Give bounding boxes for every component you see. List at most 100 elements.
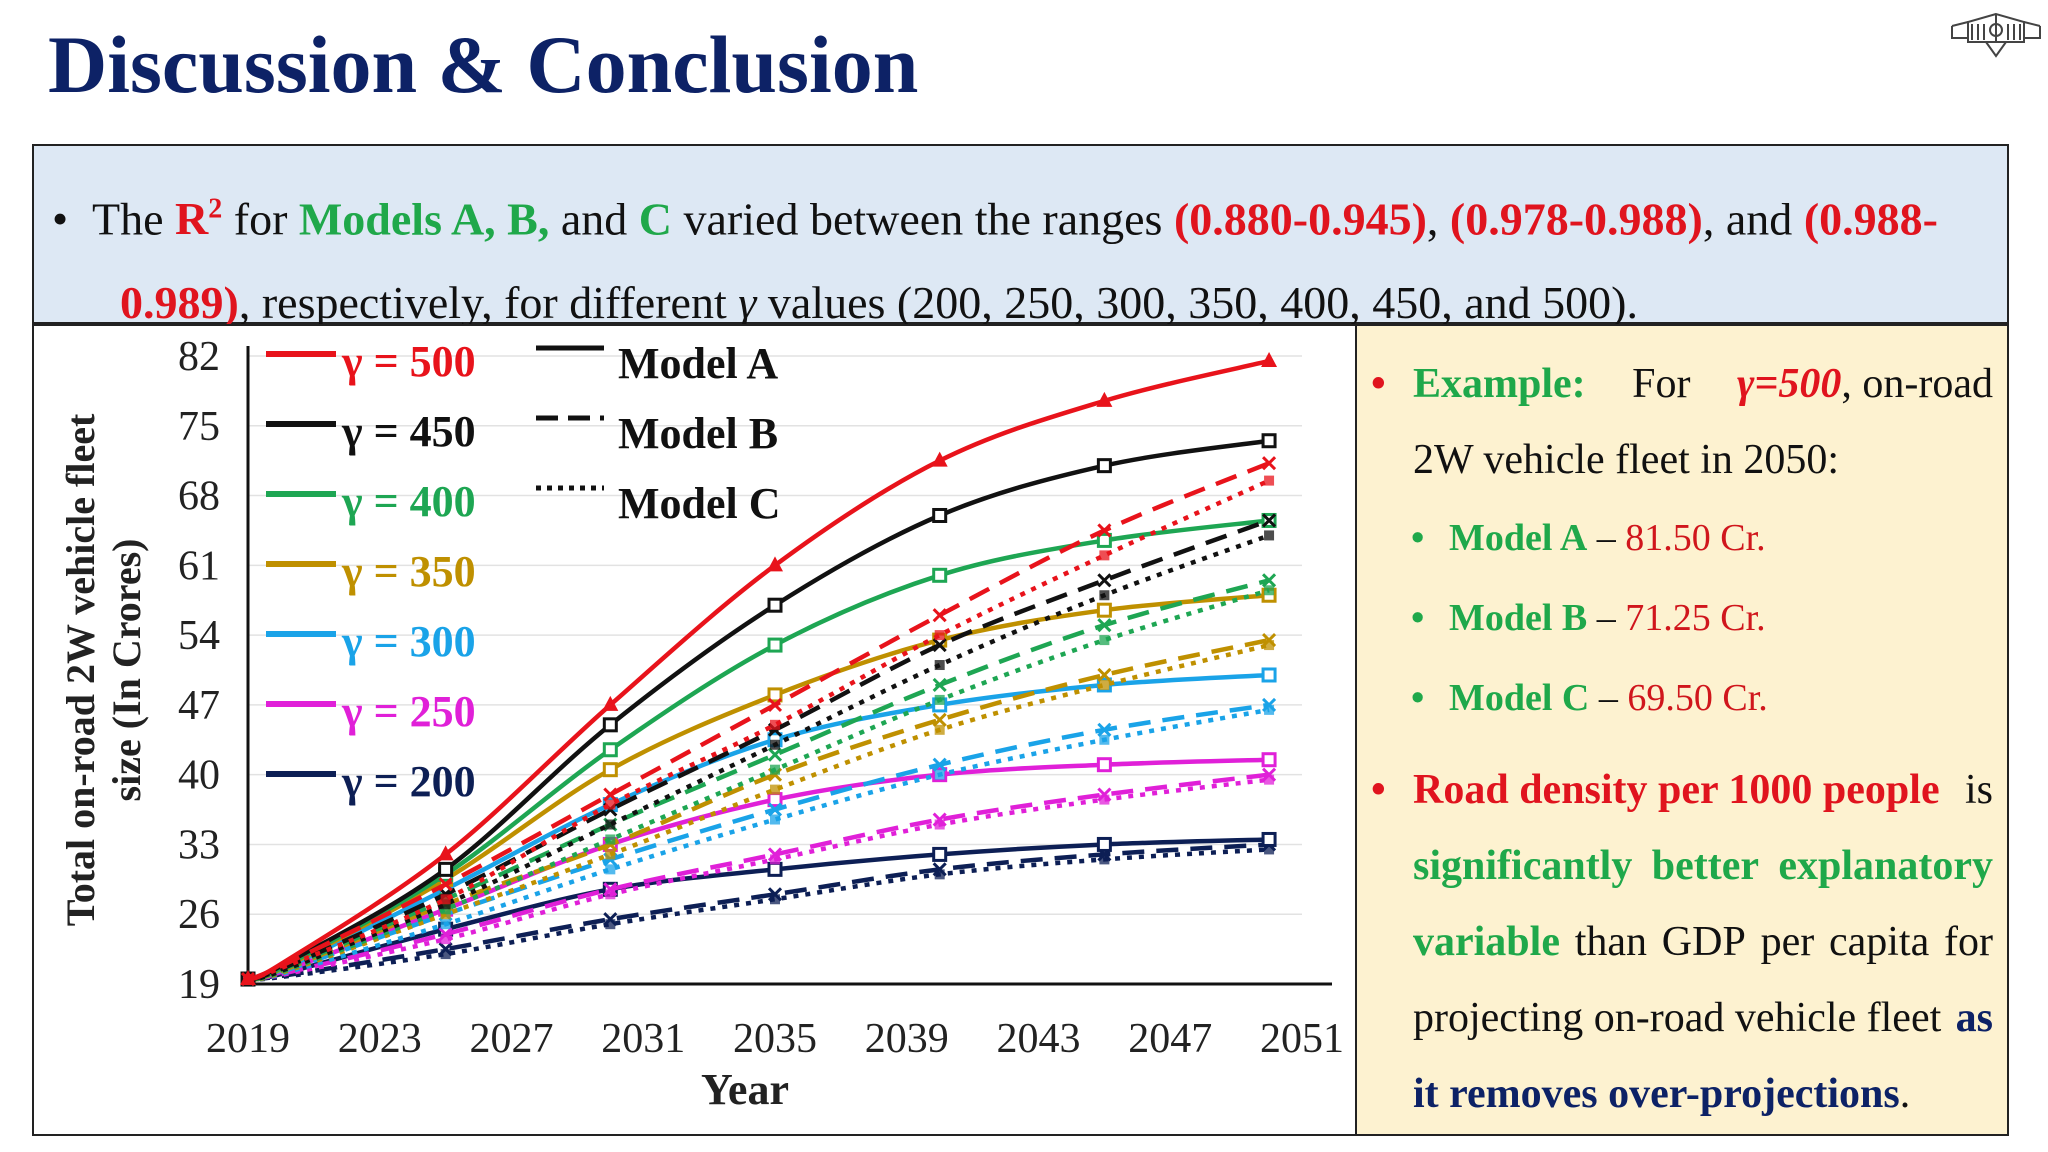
model-a-name: Model A	[1449, 517, 1588, 559]
summary-text-7: , respectively, for different	[238, 277, 739, 329]
x-tick-label: 2027	[470, 1016, 554, 1062]
data-point-g200-b	[767, 887, 783, 902]
y-axis-label-2: size (In Crores)	[104, 539, 149, 802]
onroad-text: , on-road	[1841, 361, 1993, 407]
series-line-g350-model-c	[247, 642, 1270, 982]
data-point-g300-c	[770, 814, 780, 825]
legend-label-gamma: γ = 300	[341, 617, 476, 666]
data-point-g500-b	[1097, 523, 1112, 538]
word-for: for	[1943, 919, 1993, 965]
series-line-g200-model-c	[247, 847, 1270, 982]
data-point-g400-b	[1261, 573, 1277, 588]
data-point-g450-b	[1261, 513, 1277, 528]
example-line-1: • Example: For γ=500, on-road	[1371, 346, 1993, 422]
data-point-g350-b	[1261, 633, 1277, 648]
word-capita: capita	[1828, 919, 1930, 965]
institute-logo	[1951, 12, 2041, 58]
data-point-g250-c	[934, 819, 945, 830]
data-point-g250-c	[1099, 794, 1110, 805]
data-point-g500-a	[931, 451, 948, 467]
r-squared: R2	[175, 193, 222, 244]
model-b-value: 71.25 Cr.	[1625, 597, 1766, 639]
model-a-item: • Model A – 81.50 Cr.	[1371, 498, 1993, 578]
data-point-g500-c	[1264, 475, 1275, 486]
y-tick-label: 47	[178, 683, 220, 729]
legend-label-gamma: γ = 500	[341, 337, 476, 386]
example-panel: • Example: For γ=500, on-road 2W vehicle …	[1355, 324, 2009, 1136]
data-point-g450-c	[934, 660, 945, 671]
y-tick-label: 40	[178, 753, 220, 799]
data-point-g450-b	[932, 638, 947, 653]
summary-text-6: , and	[1702, 193, 1804, 245]
data-point-g450-a	[602, 717, 618, 733]
summary-text-8: values (200, 250, 300, 350, 400, 450, an…	[756, 277, 1638, 329]
data-point-g200-a	[767, 861, 783, 877]
model-a-bullet: •	[1411, 517, 1425, 559]
data-point-g300-c	[934, 769, 945, 780]
data-point-g200-c	[605, 919, 616, 930]
legend-label-model: Model B	[618, 409, 778, 458]
data-point-g200-a	[1096, 836, 1112, 852]
data-point-g500-b	[1261, 456, 1277, 471]
page-title: Discussion & Conclusion	[48, 19, 919, 110]
model-c-bullet: •	[1411, 677, 1425, 719]
y-tick-label: 82	[178, 334, 220, 380]
summary-text-5: ,	[1426, 193, 1450, 245]
data-point-g250-b	[767, 847, 783, 862]
data-point-g250-b	[438, 927, 453, 942]
data-point-g350-c	[1264, 640, 1275, 651]
summary-bullet: •	[52, 193, 69, 245]
data-point-g350-a	[602, 762, 618, 778]
series-line-g500-model-c	[247, 478, 1270, 982]
legend-label-model: Model C	[618, 479, 781, 528]
data-point-g350-a	[767, 687, 783, 703]
data-point-g350-b	[1097, 667, 1112, 683]
data-point-g500-a	[437, 845, 454, 861]
data-point-g200-c	[440, 949, 451, 960]
data-point-g500-b	[767, 697, 783, 712]
data-point-g500-a	[240, 970, 256, 986]
data-point-g500-b	[932, 608, 947, 623]
series-line-g300-model-b	[247, 702, 1270, 982]
data-point-g250-b	[1261, 767, 1277, 782]
legend-label-gamma: γ = 400	[341, 477, 476, 526]
conclusion-line-5: it removes over-projections.	[1371, 1056, 1993, 1132]
y-tick-label: 68	[178, 474, 220, 520]
data-point-g500-a	[1096, 391, 1113, 407]
example-bullet: •	[1371, 361, 1386, 407]
x-tick-label: 2043	[997, 1016, 1081, 1062]
data-point-g500-c	[605, 799, 616, 810]
data-point-g250-b	[932, 812, 947, 827]
model-b-item: • Model B – 71.25 Cr.	[1371, 578, 1993, 658]
data-point-g500-c	[770, 719, 780, 730]
model-c-name: Model C	[1449, 677, 1590, 719]
model-b-bullet: •	[1411, 597, 1425, 639]
x-tick-label: 2035	[733, 1016, 817, 1062]
data-point-g450-c	[1099, 590, 1110, 601]
y-tick-label: 61	[178, 543, 220, 589]
data-point-g300-b	[1097, 722, 1112, 737]
word-significantly: significantly	[1413, 843, 1633, 889]
legend-label-gamma: γ = 350	[341, 547, 476, 596]
data-point-g450-a	[438, 861, 454, 877]
word-explanatory: explanatory	[1778, 843, 1993, 889]
data-point-g450-a	[932, 507, 948, 523]
conclusion-line-4: projecting on-road vehicle fleet as	[1371, 980, 1993, 1056]
data-point-g200-c	[934, 869, 945, 880]
series-line-g250-model-c	[247, 777, 1270, 982]
data-point-g400-c	[770, 764, 780, 775]
model-c-label: C	[638, 193, 673, 245]
data-point-g500-c	[440, 894, 451, 905]
data-point-g500-a	[1261, 351, 1278, 367]
data-point-g400-b	[932, 677, 947, 693]
y-tick-label: 19	[178, 962, 220, 1008]
data-point-g250-b	[1097, 787, 1112, 802]
data-point-g200-c	[1264, 844, 1275, 855]
data-point-g200-b	[603, 912, 618, 927]
summary-text-4: varied between the ranges	[672, 193, 1174, 245]
x-tick-label: 2031	[601, 1016, 685, 1062]
for-word: For	[1632, 361, 1691, 407]
series-line-g250-model-b	[247, 772, 1270, 982]
data-point-g350-a	[1096, 602, 1112, 618]
projecting-text: projecting on-road vehicle fleet	[1413, 995, 1942, 1041]
